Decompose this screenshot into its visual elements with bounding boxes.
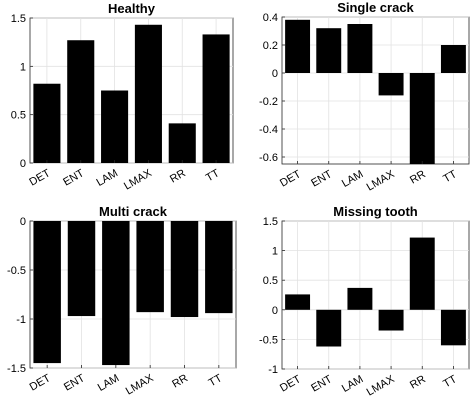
y-tick-label: 1	[20, 61, 26, 73]
y-tick-label: 1	[272, 246, 278, 258]
y-tick-label: 0	[272, 305, 278, 317]
bar-lam	[347, 24, 373, 73]
x-tick-label: TT	[441, 373, 459, 390]
x-tick-label: RR	[168, 167, 188, 185]
x-tick-label: LAM	[340, 168, 366, 190]
bar-tt	[440, 309, 466, 346]
y-tick-label: -0.4	[259, 124, 278, 136]
bar-det	[33, 221, 61, 364]
plot-area	[29, 220, 237, 369]
x-tick-label: DET	[27, 167, 52, 189]
chart-title: Multi crack	[99, 204, 168, 219]
bar-lmax	[378, 73, 404, 96]
x-tick-label: ENT	[62, 372, 87, 394]
y-tick-label: 0.5	[11, 110, 26, 122]
bar-rr	[170, 221, 199, 318]
x-tick-label: RR	[170, 372, 190, 390]
plot-area	[281, 220, 470, 370]
chart-panel-1: 0 0.5 1 1.5 DET ENT LAM LMAX RR TT Healthy	[11, 1, 234, 193]
bar-tt	[205, 221, 233, 314]
bar-ent	[67, 221, 96, 317]
bar-lmax	[134, 24, 162, 164]
bar-det	[285, 294, 311, 310]
bar-lmax	[136, 221, 164, 313]
x-tick-label: LMAX	[365, 373, 398, 399]
x-tick-label: DET	[278, 373, 303, 395]
y-tick-label: 1.5	[11, 13, 26, 25]
y-tick-label: -1	[16, 314, 26, 326]
bar-det	[33, 83, 61, 163]
bar-tt	[202, 34, 230, 163]
bar-ent	[316, 309, 342, 347]
y-tick-label: 0.2	[263, 40, 278, 52]
chart-panel-3: -1.5 -1 -0.5 0 DET ENT LAM LMAX RR TT Multi crack	[7, 204, 237, 398]
x-tick-label: LAM	[94, 167, 120, 189]
y-tick-label: 0.5	[263, 275, 278, 287]
y-tick-label: 0	[20, 216, 26, 228]
x-tick-label: LMAX	[122, 167, 155, 193]
y-tick-label: -0.5	[7, 265, 26, 277]
x-tick-label: ENT	[61, 167, 86, 189]
x-tick-label: LAM	[340, 373, 366, 395]
x-tick-label: RR	[408, 168, 428, 186]
y-tick-label: 1.5	[263, 216, 278, 228]
bar-lam	[102, 221, 130, 366]
bar-rr	[409, 73, 435, 164]
y-tick-label: -0.5	[259, 334, 278, 346]
x-tick-label: ENT	[309, 168, 334, 190]
x-tick-label: LMAX	[124, 372, 157, 398]
chart-title: Missing tooth	[333, 204, 418, 219]
bar-ent	[67, 40, 95, 163]
bar-tt	[440, 45, 466, 73]
bar-lam	[347, 287, 373, 310]
chart-title: Healthy	[108, 1, 156, 16]
y-tick-label: -1	[268, 364, 278, 376]
plot-area	[29, 17, 234, 164]
y-tick-label: -0.2	[259, 96, 278, 108]
x-tick-label: DET	[278, 168, 303, 190]
chart-panel-4: -1 -0.5 0 0.5 1 1.5 DET ENT LAM LMAX RR TT Missing t…	[259, 204, 470, 399]
x-tick-label: TT	[204, 167, 222, 184]
bar-rr	[168, 123, 196, 163]
chart-panel-2: -0.6 -0.4 -0.2 0 0.2 0.4 DET ENT LAM LMAX RR TT Sing…	[259, 0, 470, 194]
x-tick-label: TT	[207, 372, 225, 389]
x-tick-label: DET	[28, 372, 53, 394]
y-tick-label: 0	[20, 158, 26, 170]
x-tick-label: LMAX	[365, 168, 398, 194]
y-tick-label: -1.5	[7, 363, 26, 375]
bar-lam	[101, 90, 129, 163]
bar-lmax	[378, 309, 404, 331]
y-tick-label: -0.6	[259, 152, 278, 164]
y-tick-label: 0	[272, 68, 278, 80]
x-tick-label: ENT	[309, 373, 334, 395]
bar-ent	[316, 28, 342, 73]
x-tick-label: RR	[408, 373, 428, 391]
x-tick-label: TT	[441, 168, 459, 185]
bar-det	[285, 19, 311, 73]
x-tick-label: LAM	[96, 372, 122, 394]
y-tick-label: 0.4	[263, 12, 278, 24]
plot-area	[281, 16, 470, 165]
bar-rr	[409, 237, 435, 310]
chart-title: Single crack	[337, 0, 414, 15]
